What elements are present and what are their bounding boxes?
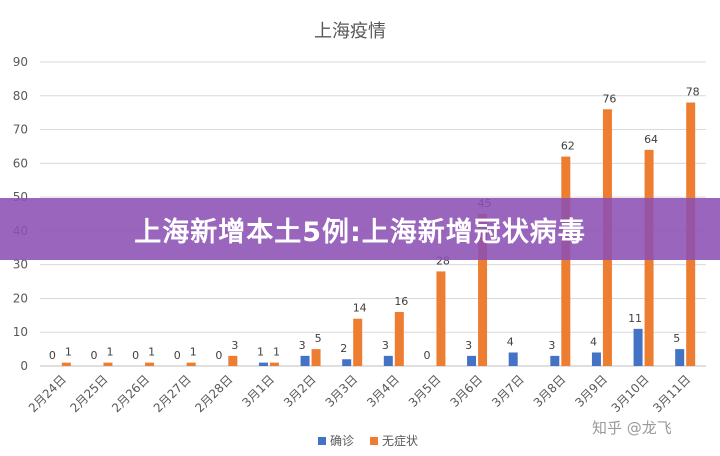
bar-asymptomatic	[436, 271, 446, 366]
x-tick-label: 3月8日	[531, 372, 569, 410]
bar-confirmed	[508, 352, 518, 366]
y-tick-label: 0	[20, 359, 28, 373]
data-label: 5	[673, 332, 680, 345]
legend-label: 无症状	[382, 433, 418, 448]
data-label: 16	[394, 295, 408, 308]
data-label: 4	[590, 335, 597, 348]
x-tick-label: 3月5日	[406, 372, 444, 410]
data-label: 5	[315, 332, 322, 345]
y-tick-label: 90	[13, 55, 28, 69]
data-label: 11	[628, 312, 642, 325]
data-label: 3	[465, 339, 472, 352]
data-label: 76	[602, 92, 616, 105]
y-tick-label: 60	[13, 156, 28, 170]
x-tick-label: 2月25日	[67, 372, 110, 415]
headline-text: 上海新增本土5例:上海新增冠状病毒	[134, 216, 586, 248]
x-tick-label: 3月6日	[448, 372, 486, 410]
data-label: 0	[423, 349, 430, 362]
y-tick-label: 70	[13, 123, 28, 137]
bar-asymptomatic	[61, 362, 71, 366]
data-label: 1	[65, 346, 72, 359]
data-label: 1	[148, 346, 155, 359]
bar-asymptomatic	[311, 349, 321, 366]
y-tick-label: 20	[13, 291, 28, 305]
watermark-text: 知乎 @龙飞	[592, 419, 672, 437]
bar-confirmed	[300, 355, 310, 366]
bar-asymptomatic	[228, 355, 238, 366]
x-tick-label: 3月3日	[323, 372, 361, 410]
bar-confirmed	[342, 359, 352, 366]
bar-confirmed	[550, 355, 560, 366]
x-tick-label: 3月7日	[489, 372, 527, 410]
data-label: 1	[106, 346, 113, 359]
x-tick-label: 3月2日	[281, 372, 319, 410]
x-tick-label: 3月10日	[609, 372, 652, 415]
legend-swatch	[370, 437, 378, 445]
bar-asymptomatic	[561, 156, 571, 366]
data-label: 4	[507, 335, 514, 348]
data-label: 0	[174, 349, 181, 362]
x-tick-label: 3月4日	[364, 372, 402, 410]
data-label: 1	[273, 346, 280, 359]
bar-confirmed	[633, 328, 643, 366]
headline-banner: 上海新增本土5例:上海新增冠状病毒	[0, 198, 720, 260]
data-label: 0	[132, 349, 139, 362]
x-tick-label: 2月28日	[192, 372, 235, 415]
bar-asymptomatic	[186, 362, 196, 366]
x-tick-label: 3月9日	[572, 372, 610, 410]
x-tick-label: 2月27日	[151, 372, 194, 415]
data-label: 0	[49, 349, 56, 362]
data-label: 1	[257, 346, 264, 359]
bar-confirmed	[591, 352, 601, 366]
bar-asymptomatic	[103, 362, 113, 366]
bar-asymptomatic	[353, 318, 363, 366]
legend: 确诊 无症状	[318, 433, 418, 448]
x-tick-label: 3月11日	[650, 372, 693, 415]
data-label: 0	[90, 349, 97, 362]
legend-label: 确诊	[330, 434, 354, 448]
watermark: 知乎 @龙飞	[592, 419, 672, 437]
bar-asymptomatic	[145, 362, 155, 366]
y-tick-label: 80	[13, 89, 28, 103]
data-label: 62	[561, 140, 575, 153]
bar-confirmed	[467, 355, 477, 366]
x-tick-label: 2月24日	[26, 372, 69, 415]
data-label: 3	[231, 339, 238, 352]
bar-asymptomatic	[478, 214, 488, 366]
data-label: 3	[382, 339, 389, 352]
x-tick-label: 3月1日	[239, 372, 277, 410]
y-tick-label: 10	[13, 325, 28, 339]
legend-swatch	[318, 437, 326, 445]
data-label: 78	[686, 86, 700, 99]
x-tick-label: 2月26日	[109, 372, 152, 415]
bar-asymptomatic	[394, 311, 404, 366]
data-label: 3	[548, 339, 555, 352]
data-label: 1	[190, 346, 197, 359]
data-label: 2	[340, 342, 347, 355]
y-tick-label: 30	[13, 258, 28, 272]
data-label: 0	[215, 349, 222, 362]
bar-confirmed	[675, 349, 685, 366]
data-label: 64	[644, 133, 658, 146]
bar-confirmed	[383, 355, 393, 366]
data-label: 14	[353, 302, 367, 315]
bar-asymptomatic	[269, 362, 279, 366]
bar-confirmed	[258, 362, 268, 366]
data-label: 3	[299, 339, 306, 352]
chart-title: 上海疫情	[314, 21, 386, 42]
